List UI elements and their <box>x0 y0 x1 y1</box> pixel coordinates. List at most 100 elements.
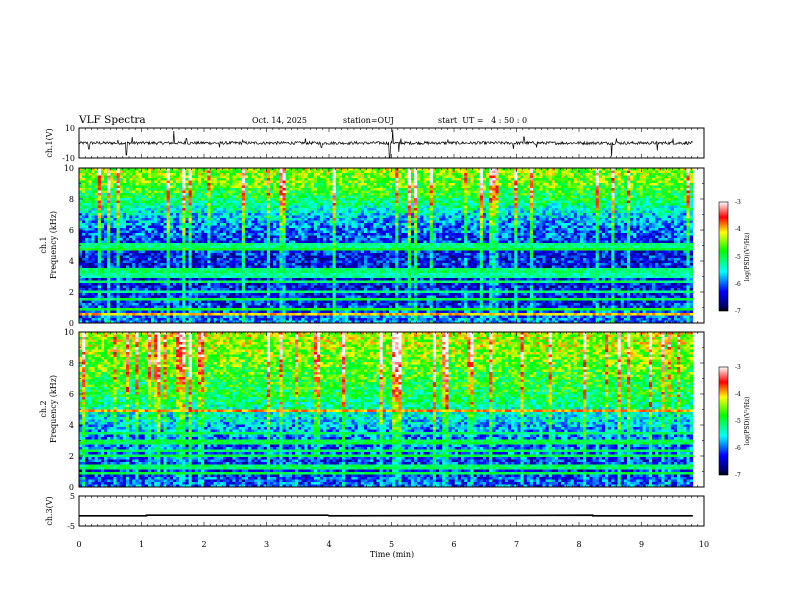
spectrogram-cell <box>91 320 96 324</box>
spectrogram-cell <box>251 193 255 196</box>
spectrogram-cell <box>235 223 240 226</box>
spectrogram-cell <box>248 228 252 231</box>
spectrogram-cell <box>91 240 96 244</box>
spectrogram-cell <box>235 258 240 261</box>
spectrogram-cell <box>135 253 139 256</box>
spectrogram-cell <box>100 170 105 174</box>
spectrogram-cell <box>125 245 130 249</box>
spectrogram-cell <box>176 290 180 294</box>
spectrogram-cell <box>182 195 186 199</box>
spectrogram-cell <box>276 215 280 219</box>
spectrogram-cell <box>301 263 305 266</box>
spectrogram-cell <box>232 238 236 241</box>
spectrogram-cell <box>100 183 105 186</box>
spectrogram-cell <box>238 288 243 291</box>
spectrogram-cell <box>88 258 92 261</box>
spectrogram-cell <box>191 303 196 306</box>
spectrogram-cell <box>229 180 233 184</box>
spectrogram-cell <box>295 210 299 214</box>
spectrogram-cell <box>135 270 139 274</box>
spectrogram-cell <box>241 220 246 224</box>
spectrogram-cell <box>313 245 318 249</box>
spectrogram-cell <box>185 270 189 274</box>
spectrogram-cell <box>257 270 262 274</box>
spectrogram-cell <box>213 318 218 321</box>
spectrogram-cell <box>79 280 83 284</box>
spectrogram-cell <box>132 320 136 324</box>
spectrogram-cell <box>188 265 193 269</box>
spectrogram-cell <box>129 298 133 301</box>
spectrogram-cell <box>257 223 262 226</box>
spectrogram-cell <box>138 195 143 199</box>
spectrogram-cell <box>257 250 262 254</box>
spectrogram-cell <box>241 270 246 274</box>
spectrogram-cell <box>235 263 240 266</box>
spectrogram-cell <box>304 240 308 244</box>
spectrogram-cell <box>270 223 274 226</box>
spectrogram-cell <box>197 183 202 186</box>
spectrogram-cell <box>176 220 180 224</box>
spectrogram-cell <box>223 205 227 209</box>
spectrogram-cell <box>235 195 240 199</box>
spectrogram-cell <box>266 168 271 171</box>
spectrogram-cell <box>79 185 83 189</box>
spectrogram-cell <box>229 215 233 219</box>
spectrogram-cell <box>104 213 108 216</box>
spectrogram-cell <box>138 183 143 186</box>
spectrogram-cell <box>207 183 211 186</box>
spectrogram-cell <box>160 253 164 256</box>
spectrogram-cell <box>263 173 268 176</box>
spectrogram-cell <box>266 225 271 229</box>
spectrogram-cell <box>241 243 246 246</box>
spectrogram-cell <box>273 230 277 234</box>
spectrogram-cell <box>223 198 227 201</box>
spectrogram-cell <box>125 318 130 321</box>
spectrogram-cell <box>229 228 233 231</box>
spectrogram-cell <box>298 320 302 324</box>
spectrogram-cell <box>172 315 177 319</box>
spectrogram-cell <box>182 193 186 196</box>
spectrogram-cell <box>154 308 158 311</box>
spectrogram-cell <box>270 253 274 256</box>
spectrogram-cell <box>113 260 117 264</box>
spectrogram-cell <box>107 190 111 194</box>
spectrogram-cell <box>88 313 92 316</box>
spectrogram-cell <box>100 220 105 224</box>
spectrogram-cell <box>97 233 102 236</box>
spectrogram-cell <box>282 233 287 236</box>
spectrogram-cell <box>210 273 215 276</box>
spectrogram-cell <box>304 270 308 274</box>
spectrogram-cell <box>238 265 243 269</box>
spectrogram-cell <box>304 218 308 221</box>
spectrogram-cell <box>263 260 268 264</box>
spectrogram-cell <box>235 230 240 234</box>
spectrogram-cell <box>260 213 265 216</box>
spectrogram-cell <box>79 183 83 186</box>
spectrogram-cell <box>166 205 171 209</box>
spectrogram-cell <box>97 255 102 259</box>
spectrogram-cell <box>238 283 243 286</box>
spectrogram-cell <box>204 308 208 311</box>
spectrogram-cell <box>304 298 308 301</box>
spectrogram-cell <box>301 285 305 289</box>
spectrogram-cell <box>141 215 146 219</box>
spectrogram-cell <box>298 215 302 219</box>
spectrogram-cell <box>94 195 99 199</box>
spectrogram-cell <box>154 218 158 221</box>
spectrogram-cell <box>100 270 105 274</box>
spectrogram-cell <box>298 213 302 216</box>
spectrogram-cell <box>254 185 258 189</box>
spectrogram-cell <box>125 208 130 211</box>
spectrogram-cell <box>241 248 246 251</box>
spectrogram-cell <box>282 253 287 256</box>
spectrogram-cell <box>254 205 258 209</box>
spectrogram-cell <box>154 213 158 216</box>
spectrogram-cell <box>110 220 114 224</box>
spectrogram-cell <box>213 245 218 249</box>
spectrogram-cell <box>204 293 208 296</box>
spectrogram-cell <box>119 208 124 211</box>
spectrogram-cell <box>129 168 133 171</box>
spectrogram-cell <box>279 170 283 174</box>
spectrogram-cell <box>107 233 111 236</box>
spectrogram-cell <box>266 173 271 176</box>
